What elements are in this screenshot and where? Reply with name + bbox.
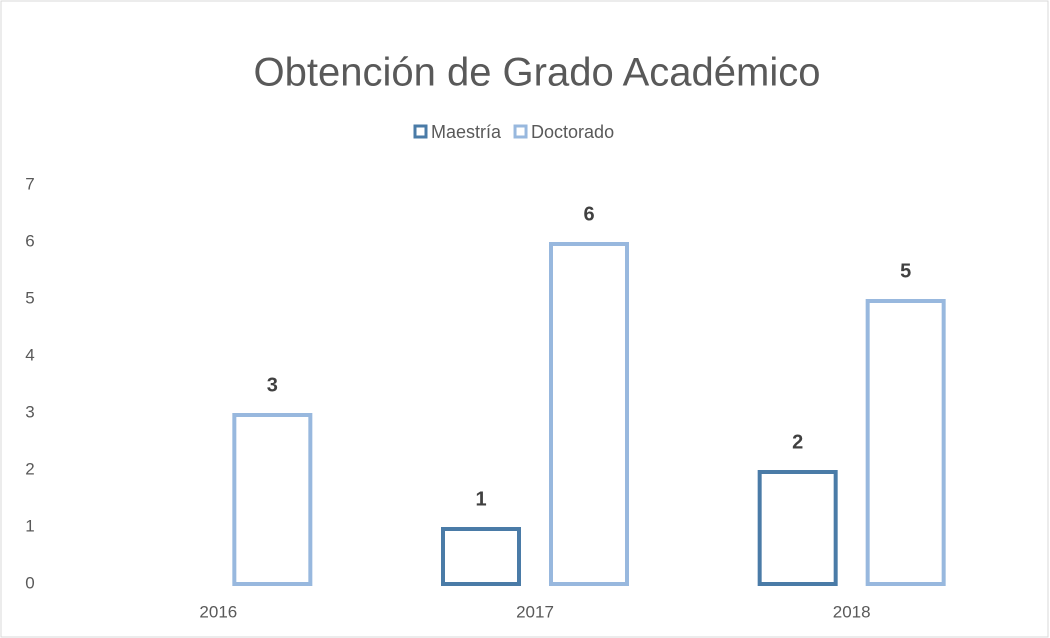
x-tick-label: 2018 xyxy=(833,602,871,621)
bar xyxy=(232,413,313,586)
y-tick-label: 7 xyxy=(25,174,34,193)
legend-label: Doctorado xyxy=(531,122,614,142)
y-tick-label: 5 xyxy=(25,288,34,307)
legend-swatch xyxy=(413,124,428,139)
data-label: 6 xyxy=(583,203,594,225)
y-tick-label: 0 xyxy=(25,573,34,592)
legend-label: Maestría xyxy=(431,122,502,142)
data-label: 5 xyxy=(900,260,911,282)
data-label: 1 xyxy=(475,488,486,510)
data-label: 3 xyxy=(267,374,278,396)
bar xyxy=(549,242,629,586)
y-tick-label: 6 xyxy=(25,231,34,250)
chart-title: Obtención de Grado Académico xyxy=(253,51,820,95)
bar xyxy=(757,470,838,586)
y-tick-label: 1 xyxy=(25,516,34,535)
y-tick-label: 3 xyxy=(25,402,34,421)
legend-swatch xyxy=(513,124,528,139)
y-tick-label: 2 xyxy=(25,459,34,478)
x-tick-label: 2016 xyxy=(199,602,237,621)
y-tick-label: 4 xyxy=(25,345,34,364)
bar xyxy=(441,527,521,586)
x-tick-label: 2017 xyxy=(516,602,554,621)
bar xyxy=(865,299,946,586)
data-label: 2 xyxy=(792,431,803,453)
